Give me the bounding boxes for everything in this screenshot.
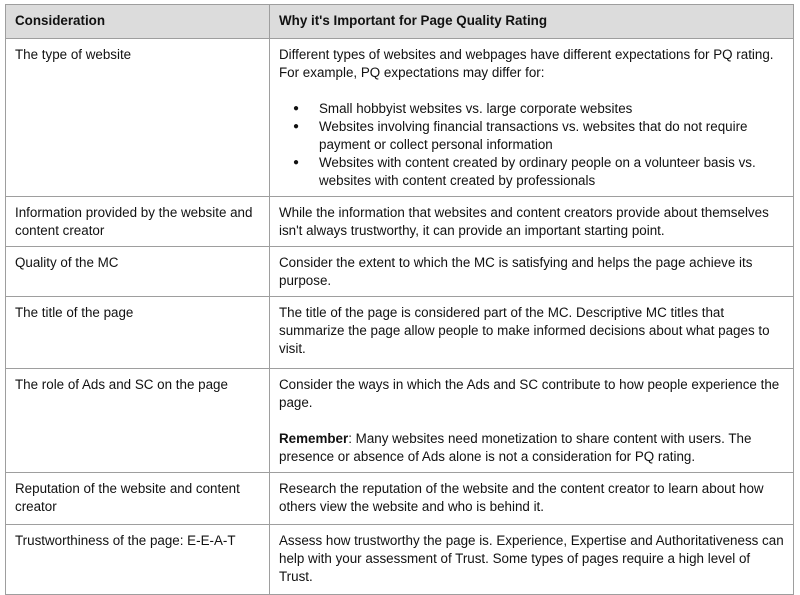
header-importance: Why it's Important for Page Quality Rati… — [269, 4, 794, 39]
list-item: Small hobbyist websites vs. large corpor… — [293, 100, 784, 118]
importance-cell: While the information that websites and … — [269, 196, 794, 247]
consideration-cell: The role of Ads and SC on the page — [5, 368, 270, 473]
bullet-list: Small hobbyist websites vs. large corpor… — [279, 100, 784, 190]
remember-text: : Many websites need monetization to sha… — [279, 431, 752, 464]
list-item: Websites with content created by ordinar… — [293, 154, 784, 190]
ads-text: Consider the ways in which the Ads and S… — [279, 377, 780, 410]
importance-cell: Consider the extent to which the MC is s… — [269, 246, 794, 297]
consideration-cell: Quality of the MC — [5, 246, 270, 297]
header-row: Consideration Why it's Important for Pag… — [5, 4, 794, 39]
remember-label: Remember — [279, 431, 349, 446]
importance-cell: Research the reputation of the website a… — [269, 472, 794, 525]
consideration-cell: Reputation of the website and content cr… — [5, 472, 270, 525]
importance-cell: Consider the ways in which the Ads and S… — [269, 368, 794, 473]
table-row: Trustworthiness of the page: E-E-A-T Ass… — [5, 524, 794, 595]
list-item: Websites involving financial transaction… — [293, 118, 784, 154]
consideration-cell: The type of website — [5, 38, 270, 197]
consideration-cell: Trustworthiness of the page: E-E-A-T — [5, 524, 270, 595]
importance-cell: Different types of websites and webpages… — [269, 38, 794, 197]
table-row: The type of website Different types of w… — [5, 38, 794, 197]
table-row: Quality of the MC Consider the extent to… — [5, 246, 794, 297]
table-row: The title of the page The title of the p… — [5, 296, 794, 369]
consideration-cell: Information provided by the website and … — [5, 196, 270, 247]
header-consideration: Consideration — [5, 4, 270, 39]
importance-cell: The title of the page is considered part… — [269, 296, 794, 369]
intro-text: Different types of websites and webpages… — [279, 47, 774, 80]
table-row: Reputation of the website and content cr… — [5, 472, 794, 525]
table-row: The role of Ads and SC on the page Consi… — [5, 368, 794, 473]
remember-note: Remember: Many websites need monetizatio… — [279, 430, 784, 466]
table-row: Information provided by the website and … — [5, 196, 794, 247]
consideration-cell: The title of the page — [5, 296, 270, 369]
importance-cell: Assess how trustworthy the page is. Expe… — [269, 524, 794, 595]
page-quality-considerations-table: Consideration Why it's Important for Pag… — [5, 4, 794, 595]
